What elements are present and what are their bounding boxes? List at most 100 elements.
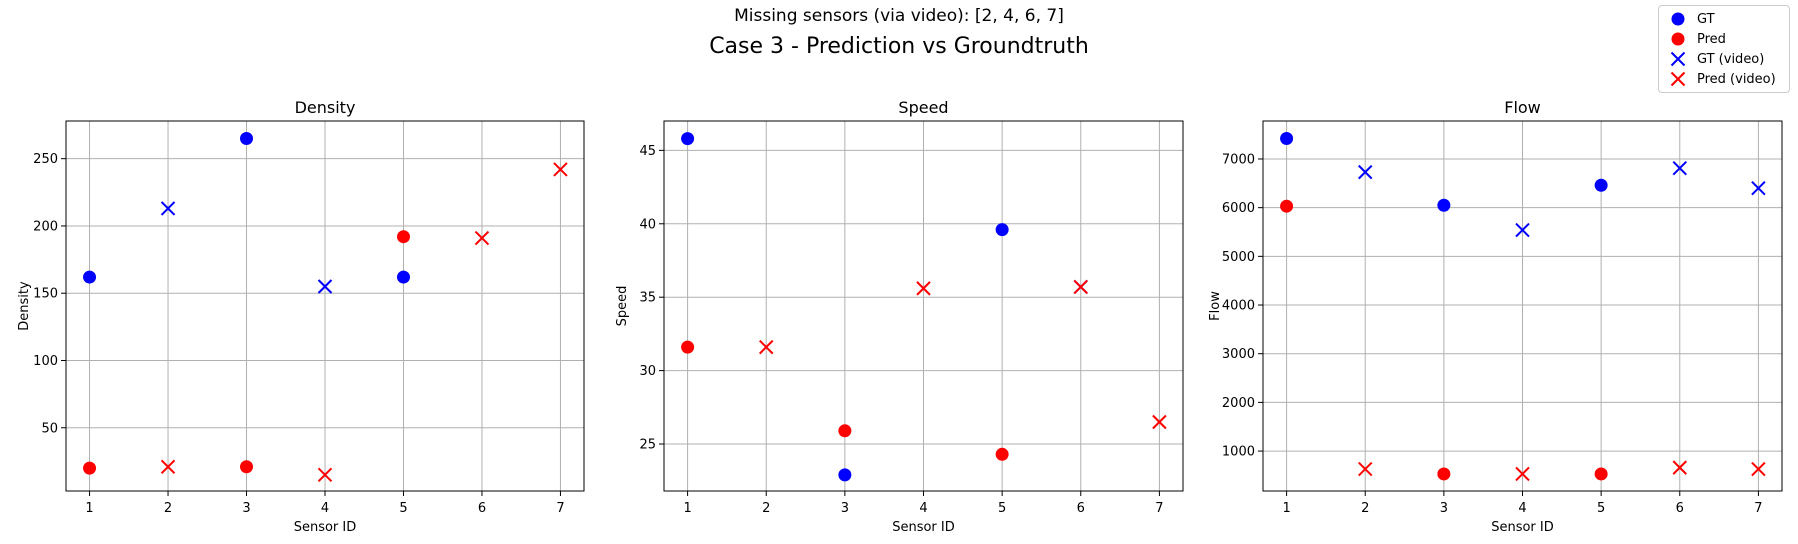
speed-ytick-label: 35 [639, 291, 656, 306]
density-ytick-label: 100 [33, 354, 58, 369]
flow-point-gt [1594, 178, 1608, 192]
legend-entry-gt-video: GT (video) [1665, 49, 1783, 69]
flow-point-pred-video [1515, 466, 1530, 482]
flow-point-gt-video [1515, 222, 1530, 238]
flow-ytick-label: 3000 [1222, 347, 1255, 362]
flow-xtick-label: 7 [1754, 501, 1762, 516]
speed-ytick-label: 45 [639, 144, 656, 159]
legend: GT Pred GT (video) Pred (video) [1658, 5, 1790, 93]
flow-xtick-label: 2 [1361, 501, 1369, 516]
legend-symbol-gt-video [1670, 51, 1686, 67]
flow-point-gt-video [1358, 164, 1373, 180]
speed-ytick-label: 30 [639, 364, 656, 379]
flow-xtick-label: 1 [1282, 501, 1290, 516]
density-title: Density [295, 98, 356, 117]
density-xtick-label: 7 [556, 501, 564, 516]
speed-point-pred [681, 340, 695, 354]
legend-symbol-gt [1671, 12, 1685, 26]
legend-marker-gt [1671, 12, 1685, 26]
density-point-pred-video [474, 230, 490, 246]
density-xlabel: Sensor ID [294, 520, 357, 535]
flow-point-gt-video [1751, 180, 1766, 196]
speed-xlabel: Sensor ID [892, 520, 955, 535]
flow-point-pred-video [1751, 461, 1766, 477]
legend-entry-pred-video: Pred (video) [1665, 69, 1783, 89]
legend-marker-pred-video [1670, 71, 1686, 87]
density-xtick-label: 5 [399, 501, 407, 516]
density-ylabel: Density [17, 281, 32, 331]
legend-marker-gt-video [1670, 51, 1686, 67]
flow-xtick-label: 4 [1518, 501, 1526, 516]
legend-label-gt: GT [1697, 11, 1715, 27]
speed-axes-frame [663, 120, 1184, 492]
density-subplot: 1 2 3 4 5 6 7 50 100 150 200 250 Density Sensor ID Den… [17, 98, 585, 535]
flow-xtick-label: 3 [1440, 501, 1448, 516]
density-xtick-label: 4 [321, 501, 329, 516]
speed-xtick-label: 3 [841, 501, 849, 516]
flow-xlabel: Sensor ID [1491, 520, 1554, 535]
density-point-pred-video [553, 162, 568, 177]
speed-point-gt [995, 223, 1009, 237]
flow-ylabel: Flow [1208, 291, 1223, 321]
density-xtick-label: 1 [85, 501, 93, 516]
legend-label-gt-video: GT (video) [1697, 51, 1765, 67]
figure-supertitle: Missing sensors (via video): [2, 4, 6, 7… [734, 6, 1064, 26]
speed-point-pred [995, 447, 1009, 461]
density-axes-frame [65, 120, 585, 492]
flow-ytick-label: 4000 [1222, 299, 1255, 314]
flow-point-pred-video [1358, 461, 1373, 477]
flow-title: Flow [1504, 98, 1541, 117]
speed-point-gt [838, 468, 852, 482]
figure-title: Case 3 - Prediction vs Groundtruth [709, 34, 1089, 59]
speed-xtick-label: 2 [762, 501, 770, 516]
speed-xtick-label: 5 [998, 501, 1006, 516]
speed-xtick-label: 1 [683, 501, 691, 516]
density-point-gt-video [317, 279, 333, 294]
density-ytick-label: 250 [33, 152, 58, 167]
flow-subplot: 1 2 3 4 5 6 7 1000 2000 3000 4000 5000 6000 7000 Flow S… [1208, 98, 1783, 535]
flow-ytick-label: 7000 [1222, 152, 1255, 167]
flow-point-gt-video [1672, 161, 1687, 176]
density-point-pred-video [317, 467, 333, 483]
flow-point-gt [1437, 198, 1451, 212]
flow-xtick-label: 6 [1676, 501, 1684, 516]
density-xtick-label: 6 [478, 501, 486, 516]
flow-ytick-label: 1000 [1222, 445, 1255, 460]
legend-entry-gt: GT [1665, 9, 1783, 29]
density-point-gt [240, 131, 254, 145]
speed-xtick-label: 7 [1155, 501, 1163, 516]
density-ytick-label: 200 [33, 219, 58, 234]
flow-point-pred [1280, 199, 1294, 213]
flow-xtick-label: 5 [1597, 501, 1605, 516]
legend-label-pred: Pred [1697, 31, 1726, 47]
density-point-pred [240, 460, 254, 474]
density-point-pred-video [160, 459, 176, 474]
flow-point-pred-video [1672, 460, 1687, 475]
legend-marker-pred [1671, 32, 1685, 46]
speed-title: Speed [898, 98, 948, 117]
speed-ytick-label: 25 [639, 438, 656, 453]
flow-ytick-label: 2000 [1222, 396, 1255, 411]
speed-xtick-label: 6 [1077, 501, 1085, 516]
speed-point-pred-video [1073, 279, 1088, 295]
flow-point-gt [1280, 132, 1294, 146]
density-point-gt [83, 270, 97, 284]
legend-symbol-pred [1671, 32, 1685, 46]
flow-ytick-label: 6000 [1222, 201, 1255, 216]
speed-point-pred-video [1152, 414, 1167, 430]
speed-ytick-label: 40 [639, 217, 656, 232]
speed-ylabel: Speed [615, 286, 630, 327]
speed-xtick-label: 4 [919, 501, 927, 516]
density-xtick-label: 3 [242, 501, 250, 516]
density-xtick-label: 2 [164, 501, 172, 516]
density-ytick-label: 150 [33, 287, 58, 302]
flow-axes-frame [1262, 120, 1783, 492]
speed-point-gt [681, 132, 695, 146]
density-point-gt [396, 270, 410, 284]
flow-point-pred [1594, 467, 1608, 481]
legend-label-pred-video: Pred (video) [1697, 71, 1776, 87]
speed-point-pred-video [916, 281, 931, 296]
